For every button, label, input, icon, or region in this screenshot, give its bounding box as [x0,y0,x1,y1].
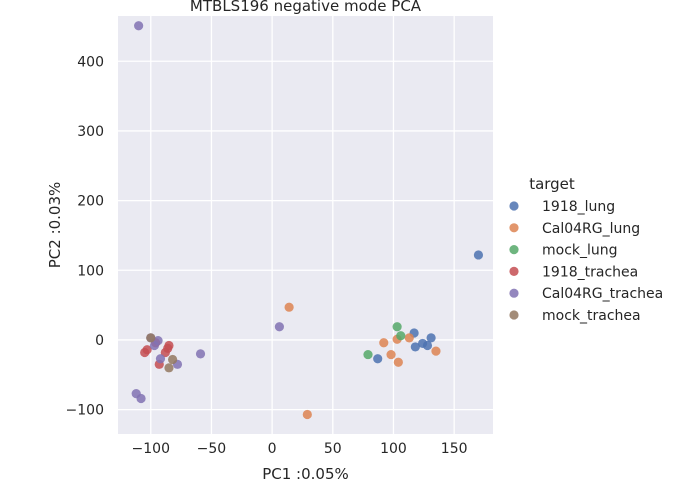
legend-marker [509,288,519,298]
legend-entry-label: 1918_lung [542,199,615,215]
y-tick-label: 400 [77,54,104,70]
legend-marker [509,201,519,211]
data-point-cal04rg-trachea [136,393,146,404]
data-point-1918-trachea [142,345,152,355]
y-tick-label: 200 [77,194,104,210]
data-point-cal04rg-lung [386,349,396,360]
data-point-mock-lung [392,322,402,332]
y-tick-label: 300 [77,124,104,140]
x-tick-label: −100 [132,441,170,457]
legend-marker [509,266,519,276]
legend-title: target [529,175,575,193]
data-point-mock-trachea [164,363,174,373]
data-point-cal04rg-trachea [153,336,163,346]
data-point-mock-lung [396,331,406,341]
legend-entry-label: Cal04RG_trachea [542,286,663,302]
legend-entry-label: 1918_trachea [542,264,638,280]
x-tick-label: 0 [268,441,277,457]
data-point-1918-lung [473,250,484,260]
data-point-cal04rg-lung [431,346,441,356]
data-point-1918-trachea [164,340,174,351]
legend-entry-label: mock_trachea [542,308,641,324]
plot-area [118,16,493,434]
y-tick-label: 0 [95,333,104,349]
tick-labels: −100 −50 0 50 100 150 −100 0 100 200 300 400 [66,54,468,457]
legend-marker [509,310,519,320]
data-point-mock-trachea [146,333,156,343]
legend: target 1918_lung Cal04RG_lung mock_lung 191… [509,175,663,324]
legend-entry-label: Cal04RG_lung [542,221,640,237]
data-point-cal04rg-lung [393,357,403,367]
data-point-cal04rg-trachea [155,354,166,364]
x-tick-label: 100 [380,441,407,457]
chart-title: MTBLS196 negative mode PCA [190,0,422,15]
grid [118,16,493,434]
data-point-1918-lung [422,340,433,351]
y-tick-label: −100 [66,403,104,419]
data-point-cal04rg-lung [404,333,414,343]
data-point-1918-lung [410,342,420,352]
x-tick-label: 50 [324,441,342,457]
data-point-cal04rg-trachea [195,349,206,359]
data-point-cal04rg-trachea [274,322,285,332]
data-point-cal04rg-lung [302,409,312,420]
data-points [131,21,484,420]
data-point-mock-lung [363,349,373,360]
data-point-1918-lung [426,333,436,343]
legend-entry-label: mock_lung [542,243,618,259]
data-point-cal04rg-lung [284,302,294,312]
x-tick-label: 150 [441,441,468,457]
legend-marker [509,245,519,255]
y-tick-label: 100 [77,263,104,279]
data-point-cal04rg-lung [379,338,389,348]
legend-marker [509,223,519,233]
y-axis-label: PC2 :0.03% [46,182,64,269]
data-point-mock-trachea [168,354,178,365]
x-tick-label: −50 [197,441,227,457]
data-point-cal04rg-trachea [134,21,144,31]
x-axis-label: PC1 :0.05% [262,465,349,483]
data-point-1918-lung [373,354,383,364]
